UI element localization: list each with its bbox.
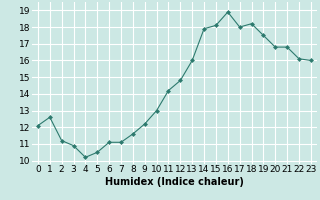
X-axis label: Humidex (Indice chaleur): Humidex (Indice chaleur): [105, 177, 244, 187]
